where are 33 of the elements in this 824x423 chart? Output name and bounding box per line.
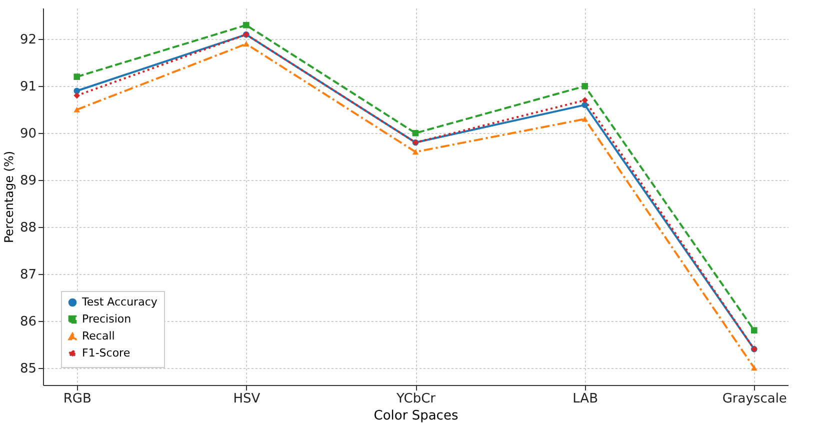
point (582, 97, 588, 104)
x-tick-label: Grayscale (722, 392, 787, 406)
y-tick-label: 90 (20, 126, 36, 142)
legend-label: Precision (82, 312, 132, 326)
point (74, 88, 80, 94)
y-tick-label: 91 (20, 80, 36, 95)
point (582, 83, 588, 90)
legend-label: Recall (82, 330, 115, 342)
x-axis-title: Color Spaces (374, 408, 458, 423)
y-tick-label: 87 (20, 267, 36, 282)
point (412, 130, 419, 136)
y-tick-label: 92 (20, 32, 36, 48)
point (243, 22, 250, 28)
y-tick-label: 85 (20, 361, 36, 376)
point (582, 102, 588, 108)
point (74, 74, 80, 80)
x-tick-label: HSV (233, 392, 260, 406)
point (750, 365, 758, 371)
legend-label: F1-Score (82, 346, 130, 360)
point (412, 149, 419, 155)
y-tick-label: 88 (20, 220, 36, 236)
point (74, 106, 80, 112)
y-axis-title: Percentage (%) (2, 150, 16, 244)
point (74, 92, 80, 99)
point (750, 327, 758, 334)
x-tick-label: RGB (63, 392, 92, 406)
x-tick-label: LAB (572, 392, 598, 406)
legend-label: Test Accuracy (81, 296, 158, 308)
x-tick-label: YCbCr (396, 392, 436, 406)
y-tick-label: 89 (20, 174, 36, 189)
point (582, 116, 588, 122)
point (243, 41, 250, 47)
y-tick-label: 86 (20, 314, 36, 330)
